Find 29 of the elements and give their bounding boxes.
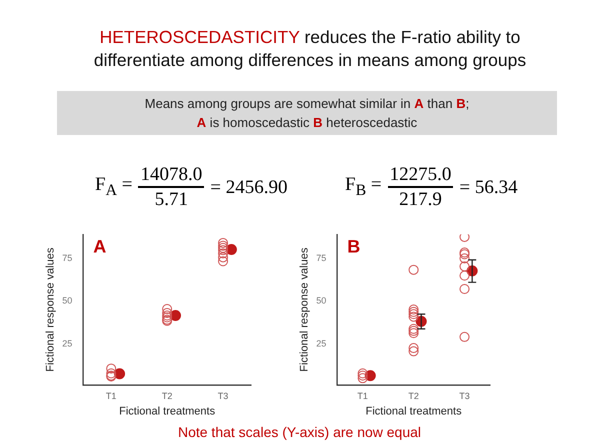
y-tick-label: 50 — [316, 296, 326, 306]
y-tick-label: 50 — [62, 296, 72, 306]
x-axis-title: Fictional treatments — [119, 405, 216, 418]
text: Note that scales (Y-axis) are now equal — [176, 424, 422, 440]
y-tick-label: 75 — [316, 252, 326, 263]
text: F$_{B}$ = — [345, 172, 382, 200]
y-tick-label: 25 — [62, 338, 72, 348]
text: = 56.34 — [459, 176, 518, 198]
x-tick-label: T2 — [162, 390, 172, 401]
x-tick-label: T2 — [408, 390, 419, 401]
x-tick-label: T1 — [357, 390, 368, 401]
annotation: B — [347, 236, 360, 256]
x-tick-label: T3 — [218, 390, 228, 401]
text: 14078.0 — [138, 163, 204, 188]
y-tick-label: 25 — [316, 338, 326, 348]
text: HETEROSCEDASTICITY reduces the F-ratio ability to differentiate among differences in means among groups — [92, 26, 528, 72]
text: 5.71 — [154, 188, 188, 211]
text: = 2456.90 — [210, 176, 288, 198]
text: 12275.0 — [388, 163, 454, 188]
y-tick-label: 75 — [62, 252, 72, 263]
y-axis-title: Fictional response values — [44, 247, 57, 372]
text: 217.9 — [399, 188, 442, 211]
x-tick-label: T3 — [459, 390, 470, 401]
x-axis-title: Fictional treatments — [366, 405, 462, 418]
annotation: A — [93, 236, 106, 256]
text: F$_{A}$ = — [95, 172, 132, 200]
x-tick-label: T1 — [106, 390, 116, 401]
y-axis-title: Fictional response values — [298, 247, 311, 372]
text: Means among groups are somewhat similar in A than B; A is homoscedastic B heteroscedastic — [144, 96, 470, 130]
